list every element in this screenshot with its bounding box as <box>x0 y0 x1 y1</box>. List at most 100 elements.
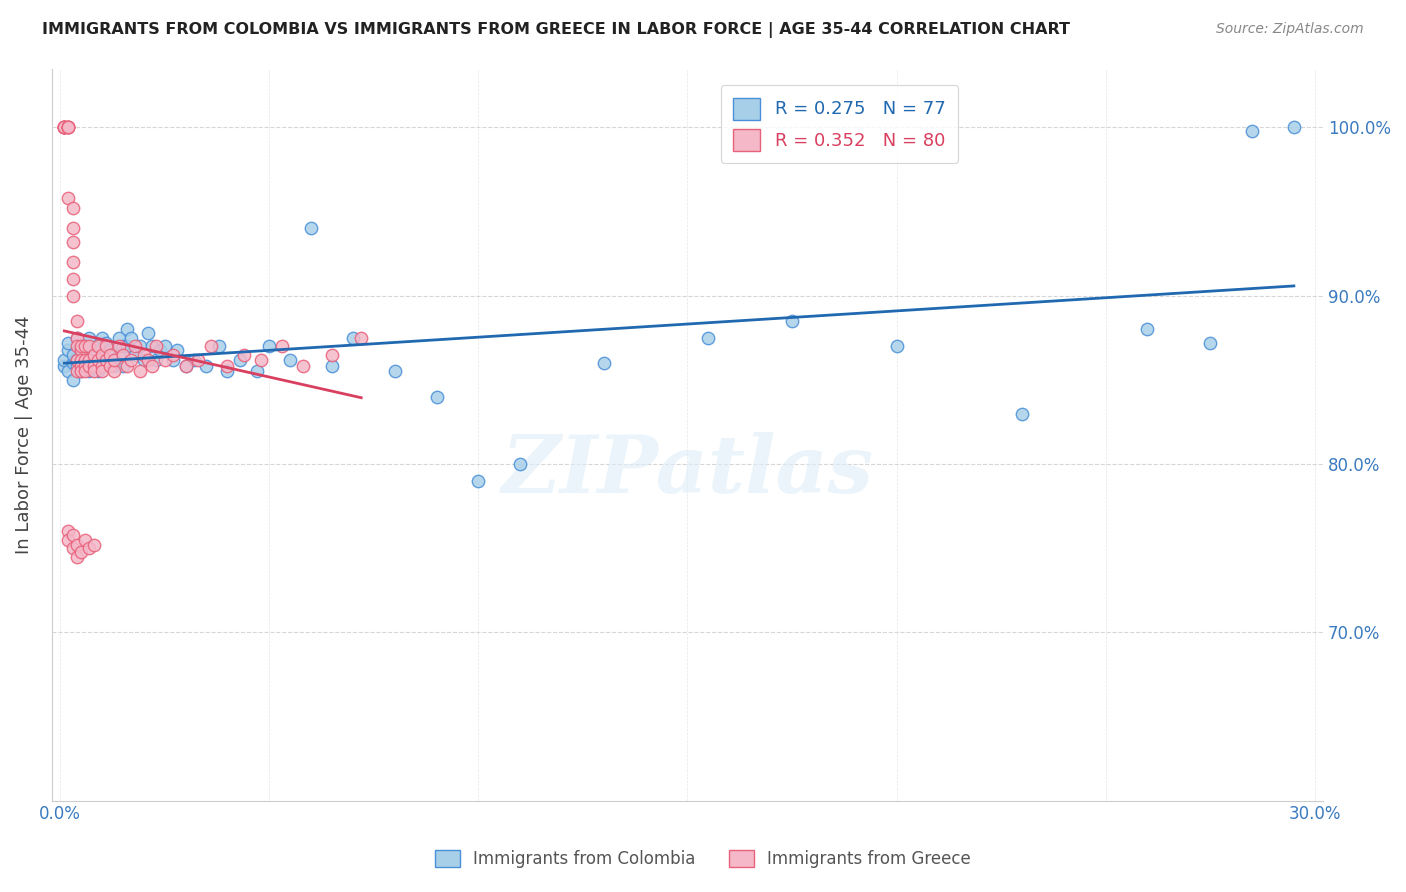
Point <box>187 352 209 367</box>
Point <box>53 120 76 135</box>
Point <box>62 541 84 556</box>
Point <box>120 331 142 345</box>
Point <box>321 348 343 362</box>
Point <box>98 356 121 370</box>
Point <box>75 339 97 353</box>
Point <box>1282 120 1305 135</box>
Point <box>120 352 142 367</box>
Point <box>79 364 101 378</box>
Point <box>141 339 163 353</box>
Point <box>91 359 114 374</box>
Point <box>62 221 84 235</box>
Point <box>91 348 114 362</box>
Point <box>66 359 89 374</box>
Point <box>79 359 101 374</box>
Point <box>111 359 134 374</box>
Point <box>62 201 84 215</box>
Point <box>79 331 101 345</box>
Text: Source: ZipAtlas.com: Source: ZipAtlas.com <box>1216 22 1364 37</box>
Point <box>278 352 301 367</box>
Point <box>91 359 114 374</box>
Point <box>91 331 114 345</box>
Point <box>107 348 129 362</box>
Point <box>217 359 239 374</box>
Point <box>94 352 117 367</box>
Point <box>83 364 105 378</box>
Point <box>58 343 80 357</box>
Legend: R = 0.275   N = 77, R = 0.352   N = 80: R = 0.275 N = 77, R = 0.352 N = 80 <box>720 85 957 163</box>
Point <box>53 120 76 135</box>
Point <box>66 331 89 345</box>
Point <box>467 474 489 488</box>
Point <box>70 364 93 378</box>
Point <box>62 356 84 370</box>
Point <box>83 359 105 374</box>
Point <box>162 348 184 362</box>
Point <box>83 343 105 357</box>
Point <box>94 339 117 353</box>
Point <box>79 352 101 367</box>
Point <box>62 289 84 303</box>
Text: ZIPatlas: ZIPatlas <box>502 433 873 510</box>
Point <box>83 352 105 367</box>
Point <box>58 120 80 135</box>
Point <box>87 339 110 353</box>
Point <box>58 524 80 539</box>
Point <box>79 541 101 556</box>
Point <box>83 359 105 374</box>
Point <box>103 352 125 367</box>
Point <box>124 348 146 362</box>
Point <box>79 339 101 353</box>
Point <box>111 348 134 362</box>
Point <box>128 339 150 353</box>
Point <box>58 191 80 205</box>
Point <box>53 352 76 367</box>
Point <box>53 120 76 135</box>
Point <box>195 359 218 374</box>
Point <box>321 359 343 374</box>
Point <box>98 359 121 374</box>
Point <box>66 364 89 378</box>
Point <box>58 335 80 350</box>
Point <box>70 359 93 374</box>
Point <box>66 331 89 345</box>
Point <box>111 339 134 353</box>
Point <box>257 339 280 353</box>
Point <box>291 359 314 374</box>
Point <box>66 352 89 367</box>
Point <box>107 339 129 353</box>
Point <box>70 359 93 374</box>
Point <box>166 343 188 357</box>
Point <box>70 343 93 357</box>
Point <box>66 339 89 353</box>
Point <box>58 120 80 135</box>
Point <box>115 339 138 353</box>
Point <box>384 364 406 378</box>
Point <box>270 339 292 353</box>
Point <box>145 339 167 353</box>
Point <box>132 348 155 362</box>
Point <box>94 348 117 362</box>
Point <box>136 326 159 340</box>
Point <box>128 364 150 378</box>
Point <box>75 348 97 362</box>
Point <box>58 120 80 135</box>
Point <box>174 359 197 374</box>
Point <box>425 390 447 404</box>
Point <box>1136 322 1159 336</box>
Point <box>62 373 84 387</box>
Point <box>98 343 121 357</box>
Point <box>183 352 205 367</box>
Point <box>153 352 176 367</box>
Point <box>53 120 76 135</box>
Point <box>62 348 84 362</box>
Point <box>66 549 89 564</box>
Point <box>53 120 76 135</box>
Point <box>91 364 114 378</box>
Point <box>58 120 80 135</box>
Point <box>103 359 125 374</box>
Point <box>98 348 121 362</box>
Point <box>87 364 110 378</box>
Point <box>70 352 93 367</box>
Point <box>79 356 101 370</box>
